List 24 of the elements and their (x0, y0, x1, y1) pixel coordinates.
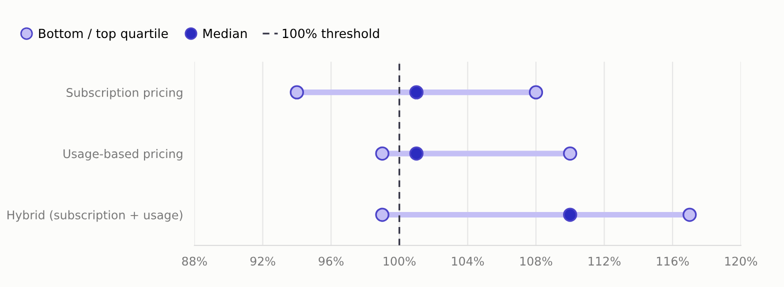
point (528, 85, 544, 100)
x-tick-label: 104% (452, 256, 484, 266)
y-tick-label: Hybrid (subscription + usage) (7, 210, 182, 222)
point (409, 85, 424, 100)
point (290, 85, 304, 100)
point (375, 146, 390, 161)
y-tick-label: Subscription pricing (66, 88, 182, 100)
point (563, 208, 578, 222)
x-tick-label: 112% (588, 256, 620, 266)
x-tick-label: 88% (182, 256, 207, 266)
legend-label: Median (203, 28, 247, 38)
y-tick-label: Usage-based pricing (64, 149, 182, 160)
x-tick-label: 120% (725, 256, 758, 266)
point (375, 208, 390, 222)
legend-label: Bottom / top quartile (39, 28, 168, 41)
x-tick-label: 92% (250, 256, 276, 266)
point (409, 146, 424, 161)
point (563, 146, 578, 161)
x-tick-label: 96% (318, 256, 344, 266)
point (682, 208, 697, 222)
x-tick-label: 100% (384, 256, 416, 266)
x-tick-label: 108% (520, 256, 552, 266)
legend-label: 100% threshold (282, 28, 379, 38)
x-tick-label: 116% (656, 256, 689, 266)
